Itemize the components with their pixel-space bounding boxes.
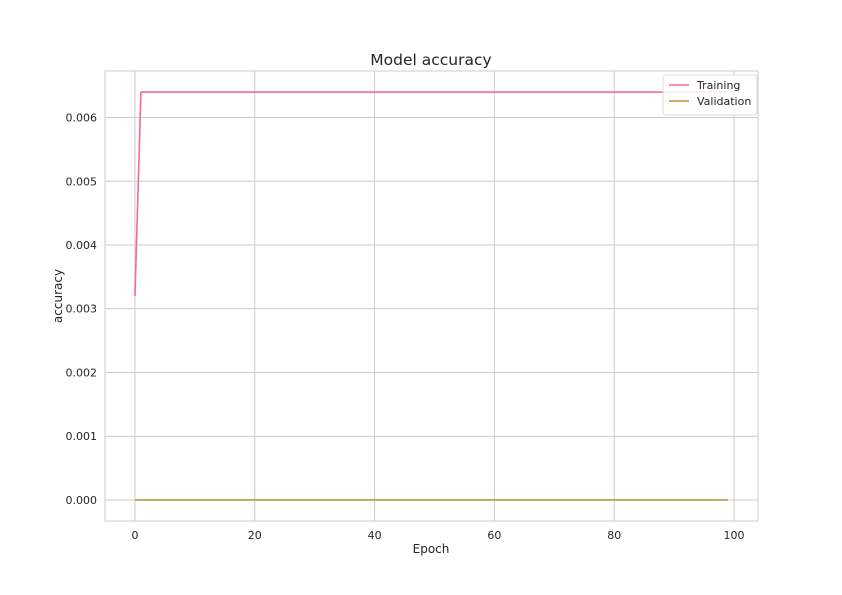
y-axis-label: accuracy [51,269,65,323]
x-tick-label: 60 [487,529,501,542]
tick-labels: 0 20 40 60 80 100 0.000 0.001 0.002 0.003 0.004 0.0… [66,112,745,542]
x-tick-label: 0 [131,529,138,542]
y-tick-label: 0.004 [66,239,98,252]
chart-title: Model accuracy [370,51,491,69]
x-axis-label: Epoch [413,542,450,556]
series-line-training [134,91,729,297]
legend-label-validation: Validation [697,95,751,108]
y-tick-label: 0.000 [66,494,98,507]
plot-area [104,70,759,522]
series-lines [134,91,729,501]
legend-label-training: Training [696,79,740,92]
y-tick-label: 0.006 [66,112,98,125]
grid-lines [105,71,758,521]
y-tick-label: 0.003 [66,303,98,316]
legend: Training Validation [662,74,758,116]
y-tick-label: 0.001 [66,430,98,443]
x-tick-label: 100 [724,529,745,542]
x-tick-label: 20 [248,529,262,542]
y-tick-label: 0.005 [66,175,98,188]
x-tick-label: 80 [607,529,621,542]
y-tick-label: 0.002 [66,366,98,379]
x-tick-label: 40 [368,529,382,542]
